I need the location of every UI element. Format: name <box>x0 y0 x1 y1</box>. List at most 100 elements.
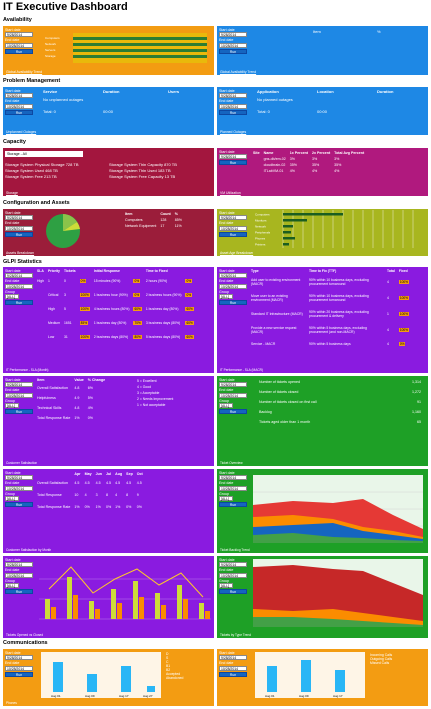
table-row: Total Response Rate 1% 0% 1% 0% 1% 0% 0% <box>37 505 142 509</box>
run-button[interactable]: Run <box>219 409 247 415</box>
legend-item: B2 <box>166 668 171 672</box>
unplanned-link[interactable]: Unplanned Outages <box>6 130 37 134</box>
planned-message: No planned outages <box>257 97 293 102</box>
end-date-input[interactable]: 10/28/2014 <box>219 392 247 398</box>
availability-right-link[interactable]: Global Availability Trend <box>220 70 257 74</box>
storage-line-1: Storage System Physical Storage 728 TB <box>5 162 79 167</box>
run-button[interactable]: Run <box>5 589 33 595</box>
storage-link[interactable]: Storage <box>6 191 18 195</box>
run-button[interactable]: Run <box>219 109 247 115</box>
group-label: Group <box>219 491 229 496</box>
start-date-input[interactable]: 9/28/2014 <box>219 32 247 38</box>
bar <box>147 686 155 692</box>
start-date-input[interactable]: 9/28/2014 <box>5 562 33 568</box>
end-date-input[interactable]: 10/28/2014 <box>5 665 33 671</box>
sla-link[interactable]: IT Performance - SLA (Month) <box>6 368 49 372</box>
start-date-input[interactable]: 9/28/2014 <box>5 93 33 99</box>
end-date-input[interactable]: 10/28/2014 <box>5 572 33 578</box>
phones-link[interactable]: Phones <box>6 701 17 705</box>
run-button[interactable]: Run <box>219 671 247 677</box>
planned-total: Total: 0 <box>257 109 270 114</box>
start-date-input[interactable]: 9/28/2014 <box>219 655 247 661</box>
start-date-input[interactable]: 9/28/2014 <box>5 655 33 661</box>
run-button[interactable]: Run <box>219 589 247 595</box>
start-date-input[interactable]: 9/28/2014 <box>219 562 247 568</box>
run-button[interactable]: Run <box>5 409 33 415</box>
run-button[interactable]: Run <box>5 231 33 237</box>
planned-link[interactable]: Planned Outages <box>220 130 247 134</box>
bar <box>67 577 72 619</box>
run-button[interactable]: Run <box>219 160 247 166</box>
start-date-input[interactable]: 9/28/2014 <box>219 475 247 481</box>
availability-left-link[interactable]: Global Availability Trend <box>6 70 43 74</box>
table-row: High 1 0 0% 15 minutes (90%) 0% 2 hours (90%) 0… <box>37 279 193 283</box>
start-date-input[interactable]: 9/28/2014 <box>5 215 33 221</box>
run-button[interactable]: Run <box>219 502 247 508</box>
end-date-input[interactable]: 10/28/2014 <box>219 485 247 491</box>
group-select[interactable]: [ALL] <box>5 583 19 589</box>
start-date-input[interactable]: 9/28/2014 <box>5 475 33 481</box>
macr-link[interactable]: IT Performance - SLA (MACR) <box>220 368 263 372</box>
end-date-input[interactable]: 10/28/2014 <box>219 665 247 671</box>
start-date-input[interactable]: 9/28/2014 <box>5 32 33 38</box>
start-date-label: Start date <box>219 558 235 562</box>
monthly-link[interactable]: Customer Satisfaction by Month <box>6 548 52 552</box>
table-row: Number of tickets opened 1,314 <box>259 380 421 384</box>
group-select[interactable]: [ALL] <box>219 583 233 589</box>
start-date-input[interactable]: 9/28/2014 <box>5 382 33 388</box>
start-date-input[interactable]: 9/28/2014 <box>219 93 247 99</box>
date-controls: Start date 9/28/2014 End date 10/28/2014… <box>5 558 35 595</box>
vm-table: Site Name 1x Percent 2x Percent Total Avg Pe… <box>253 151 365 173</box>
table-row: Technical Skills 4.8 4% <box>37 406 93 410</box>
type-trend-link[interactable]: Tickets by Type Trend <box>220 633 252 637</box>
run-button[interactable]: Run <box>219 231 247 237</box>
end-date-input[interactable]: 10/28/2014 <box>219 225 247 231</box>
end-date-input[interactable]: 10/28/2014 <box>219 42 247 48</box>
start-date-input[interactable]: 9/28/2014 <box>219 154 247 160</box>
bar <box>177 585 182 619</box>
avail-header-pct: % <box>377 29 381 34</box>
run-button[interactable]: Run <box>5 300 33 306</box>
start-date-input[interactable]: 9/28/2014 <box>219 382 247 388</box>
end-date-input[interactable]: 10/28/2014 <box>5 485 33 491</box>
end-date-input[interactable]: 10/28/2014 <box>219 103 247 109</box>
group-select[interactable]: [ALL] <box>219 496 233 502</box>
combo-link[interactable]: Tickets Opened vs Closed <box>6 633 44 637</box>
asset-age-link[interactable]: Asset Age Breakdown <box>220 251 254 255</box>
run-button[interactable]: Run <box>5 502 33 508</box>
group-label: Group <box>5 578 15 583</box>
bar <box>95 609 100 619</box>
group-select[interactable]: [ALL] <box>5 294 19 300</box>
end-date-input[interactable]: 10/28/2014 <box>5 283 33 289</box>
end-date-input[interactable]: 10/28/2014 <box>5 225 33 231</box>
macr-panel: Start date 9/28/2014 End date 10/28/2014… <box>217 267 428 373</box>
end-date-input[interactable]: 10/28/2014 <box>219 572 247 578</box>
start-date-input[interactable]: 9/28/2014 <box>219 273 247 279</box>
start-date-input[interactable]: 9/28/2014 <box>219 215 247 221</box>
date-controls: Start date 9/28/2014 End date 10/28/2014… <box>219 89 249 115</box>
vm-link[interactable]: VM Utilization <box>220 191 241 195</box>
storage-select[interactable]: Storage - All <box>5 151 83 157</box>
group-select[interactable]: [ALL] <box>219 403 233 409</box>
run-button[interactable]: Run <box>5 671 33 677</box>
run-button[interactable]: Run <box>5 48 33 54</box>
end-date-input[interactable]: 10/28/2014 <box>5 103 33 109</box>
group-select[interactable]: [ALL] <box>5 496 19 502</box>
backlog-link[interactable]: Ticket Backlog Trend <box>220 548 250 552</box>
tickets-link[interactable]: Ticket Overview <box>220 461 243 465</box>
end-date-input[interactable]: 10/28/2014 <box>5 392 33 398</box>
start-date-input[interactable]: 9/28/2014 <box>5 273 33 279</box>
run-button[interactable]: Run <box>219 300 247 306</box>
run-button[interactable]: Run <box>5 109 33 115</box>
table-row: gns-db/em-02 3% 3% 3% <box>263 157 340 161</box>
table-row: Medium 1651 85% 1 business day (80%) 70% 3 bu… <box>47 321 194 325</box>
run-button[interactable]: Run <box>219 48 247 54</box>
group-select[interactable]: [ALL] <box>219 294 233 300</box>
date-controls: Start date 9/28/2014 End date 10/28/2014… <box>219 378 249 415</box>
end-date-input[interactable]: 10/28/2014 <box>219 283 247 289</box>
group-select[interactable]: [ALL] <box>5 403 19 409</box>
assets-link[interactable]: Assets Breakdown <box>6 251 35 255</box>
satisfaction-link[interactable]: Customer Satisfaction <box>6 461 38 465</box>
start-date-label: Start date <box>5 28 21 32</box>
end-date-input[interactable]: 10/28/2014 <box>5 42 33 48</box>
